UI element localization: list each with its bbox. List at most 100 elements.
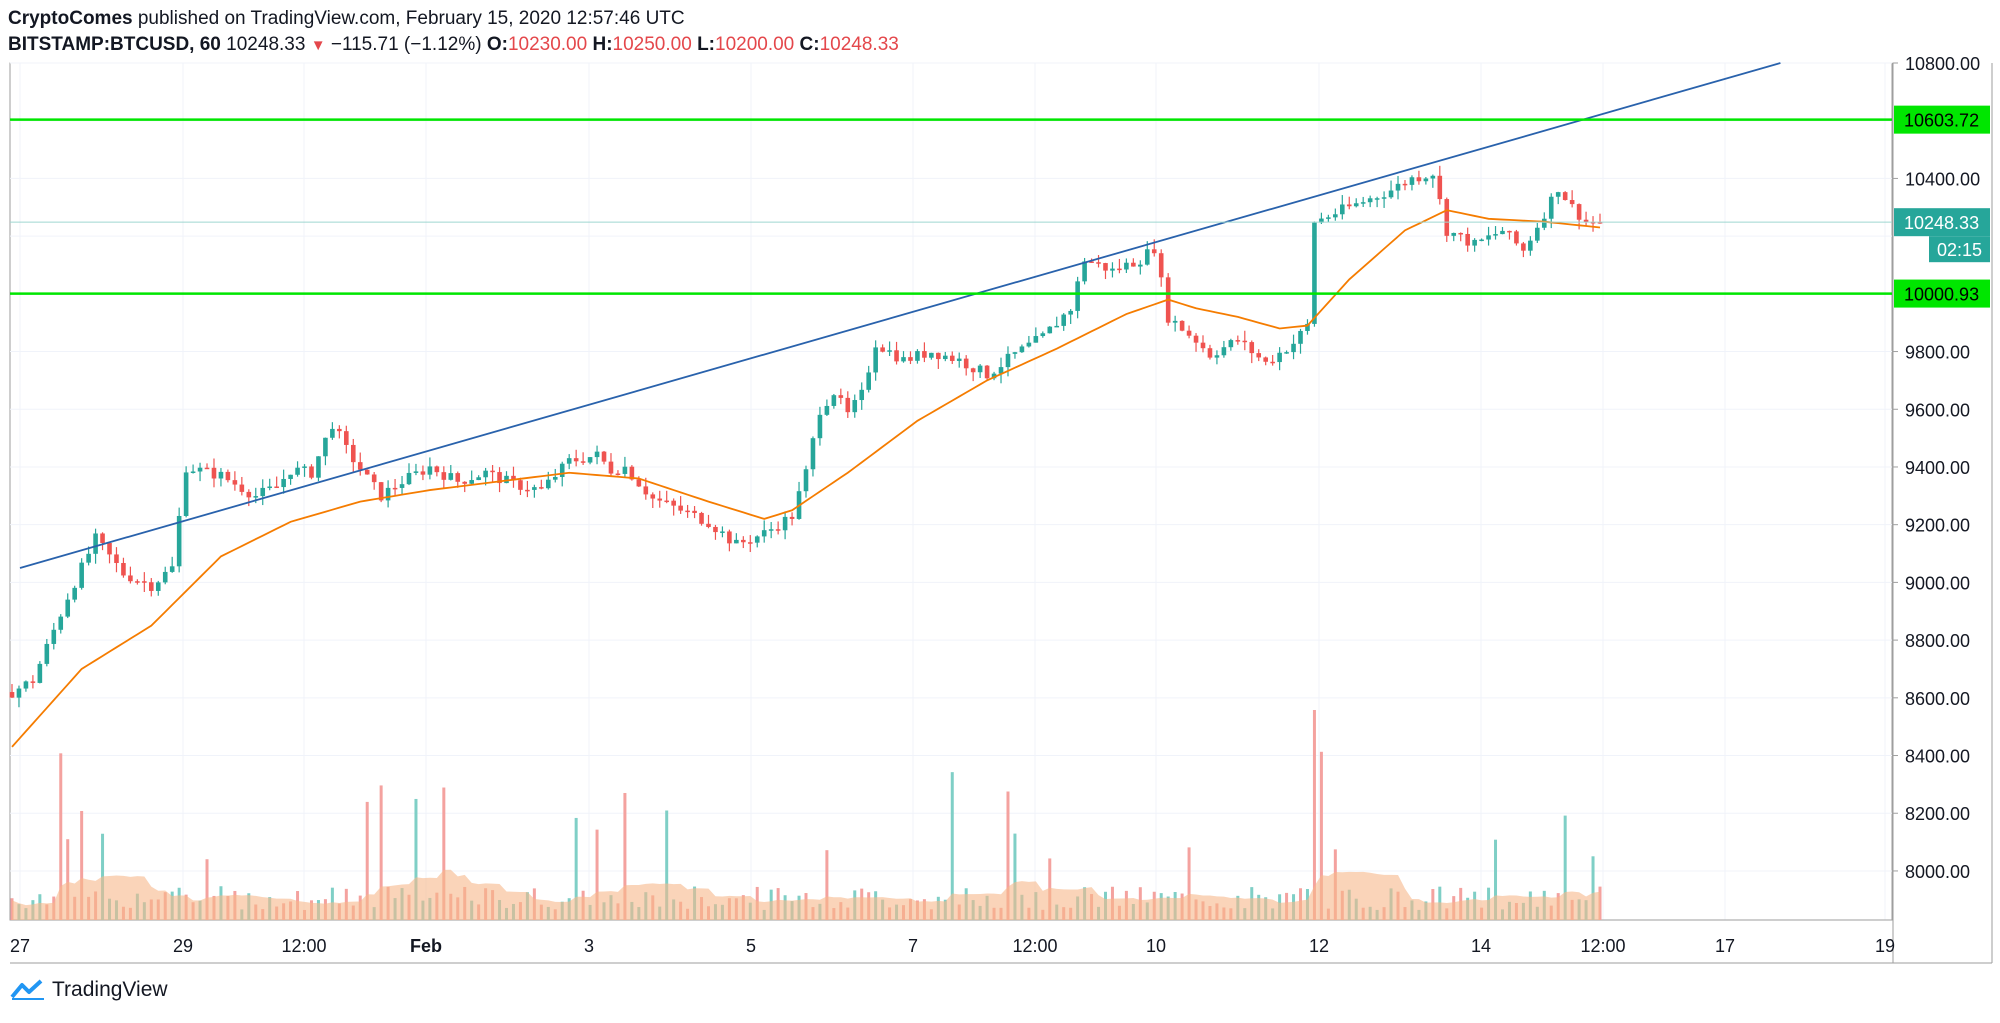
candle-body xyxy=(629,466,635,480)
candle-body xyxy=(810,438,816,470)
y-tick-label: 10400.00 xyxy=(1905,169,1980,189)
candle-body xyxy=(1305,323,1310,331)
candle-body xyxy=(1047,326,1053,334)
candle-body xyxy=(413,471,419,473)
candle-body xyxy=(1298,330,1303,344)
candle-body xyxy=(364,469,370,475)
candle-body xyxy=(1012,352,1018,354)
volume-bar xyxy=(414,798,418,920)
candle-body xyxy=(754,536,760,543)
candle-body xyxy=(190,471,196,473)
candle-body xyxy=(545,479,551,489)
y-tick-label: 9800.00 xyxy=(1905,343,1970,363)
candle-body xyxy=(253,496,259,498)
x-tick-label: 19 xyxy=(1875,936,1895,956)
volume-bar xyxy=(442,787,446,920)
candle-body xyxy=(1521,243,1526,251)
y-tick-label: 10800.00 xyxy=(1905,54,1980,74)
candle-body xyxy=(984,365,990,379)
candle-body xyxy=(566,458,572,464)
trendline[interactable] xyxy=(19,62,1781,569)
open-value: 10230.00 xyxy=(507,34,588,55)
symbol-label[interactable]: BITSTAMP:BTCUSD, 60 xyxy=(8,34,221,55)
candle-body xyxy=(699,512,704,524)
candle-body xyxy=(176,515,182,567)
candle-body xyxy=(1033,336,1039,343)
candle-body xyxy=(727,531,732,544)
candle-body xyxy=(922,351,927,358)
y-tick-label: 8000.00 xyxy=(1905,862,1970,882)
publisher-name[interactable]: CryptoComes xyxy=(8,8,133,29)
candle-body xyxy=(483,470,488,478)
candle-body xyxy=(1339,204,1345,215)
candle-body xyxy=(1528,240,1533,251)
candle-body xyxy=(79,562,84,588)
candle-body xyxy=(1270,361,1275,364)
candle-body xyxy=(1333,214,1338,218)
publish-line: CryptoComes published on TradingView.com… xyxy=(8,6,1108,32)
candle-body xyxy=(448,473,454,480)
high-value: 10250.00 xyxy=(612,34,692,55)
volume-bar xyxy=(1494,839,1498,920)
candle-body xyxy=(1402,183,1408,186)
candle-body xyxy=(608,461,614,474)
candle-body xyxy=(316,456,321,478)
candle-body xyxy=(1151,249,1157,254)
candle-body xyxy=(337,428,342,432)
candle-body xyxy=(406,472,412,485)
close-value: 10248.33 xyxy=(819,34,899,55)
candle-body xyxy=(636,479,642,487)
candle-body xyxy=(880,347,885,352)
candle-body xyxy=(434,466,440,473)
x-tick-label: 3 xyxy=(584,936,594,956)
candle-body xyxy=(309,466,314,478)
candle-body xyxy=(845,397,851,413)
candle-body xyxy=(594,451,600,458)
candle-body xyxy=(86,553,91,563)
current-price-label: 10248.33 xyxy=(1904,213,1979,233)
candle-body xyxy=(866,372,871,390)
y-tick-label: 9000.00 xyxy=(1905,573,1970,593)
candle-body xyxy=(1242,340,1248,343)
candle-body xyxy=(1423,178,1429,182)
candle-body xyxy=(288,474,293,479)
candle-body xyxy=(601,451,607,462)
level-price-badge xyxy=(1894,105,1990,134)
candle-body xyxy=(455,473,461,482)
candle-body xyxy=(1374,198,1380,200)
x-tick-label: 12:00 xyxy=(281,936,326,956)
candle-body xyxy=(72,587,77,600)
candle-body xyxy=(559,463,565,477)
candle-body xyxy=(936,352,941,360)
x-tick-label: 12 xyxy=(1309,936,1329,956)
x-tick-label: 7 xyxy=(908,936,918,956)
candle-body xyxy=(1040,333,1046,337)
tradingview-logo-icon[interactable] xyxy=(10,979,46,1001)
candle-body xyxy=(1089,261,1094,263)
candle-body xyxy=(1026,342,1032,347)
candle-body xyxy=(789,516,795,519)
candle-body xyxy=(1207,348,1213,358)
candle-body xyxy=(1583,219,1589,222)
last-price: 10248.33 xyxy=(226,34,306,55)
x-tick-label: 14 xyxy=(1471,936,1491,956)
candle-body xyxy=(817,414,823,439)
candle-body xyxy=(894,350,899,362)
candle-body xyxy=(148,582,154,591)
candle-body xyxy=(1597,222,1603,224)
y-tick-label: 9400.00 xyxy=(1905,458,1970,478)
candle-body xyxy=(915,351,920,361)
volume-bar xyxy=(1319,751,1323,920)
candle-body xyxy=(1144,249,1150,265)
candle-body xyxy=(1409,177,1415,185)
tradingview-brand[interactable]: TradingView xyxy=(52,978,168,1001)
y-tick-label: 9600.00 xyxy=(1905,400,1970,420)
candle-body xyxy=(1124,262,1129,270)
candle-body xyxy=(302,466,307,468)
candle-body xyxy=(385,487,391,501)
publish-info: published on TradingView.com, February 1… xyxy=(132,8,685,29)
candle-body xyxy=(511,475,516,481)
candle-body xyxy=(747,542,753,544)
